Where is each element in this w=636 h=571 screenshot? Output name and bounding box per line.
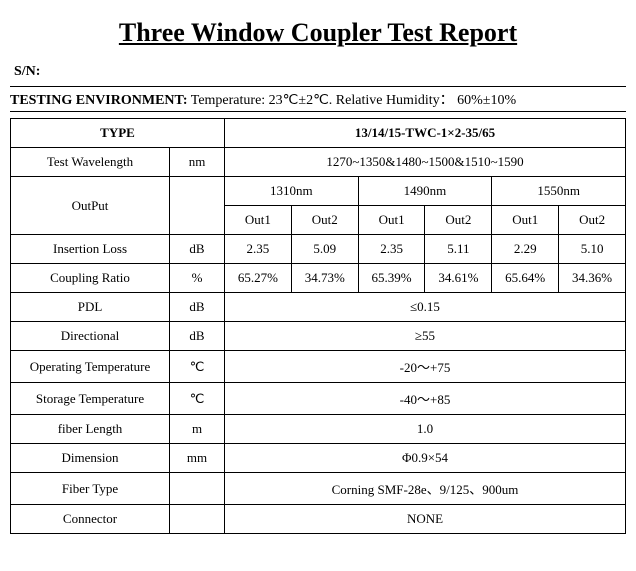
ftype-value: Corning SMF-28e、9/125、900um (225, 473, 626, 505)
dir-label: Directional (11, 322, 170, 351)
report-title: Three Window Coupler Test Report (10, 18, 626, 48)
out-5: Out2 (559, 206, 626, 235)
wavelength-unit: nm (170, 148, 225, 177)
cr-4: 65.64% (492, 264, 559, 293)
cr-label: Coupling Ratio (11, 264, 170, 293)
cr-3: 34.61% (425, 264, 492, 293)
il-2: 2.35 (358, 235, 425, 264)
output-wl-1: 1490nm (358, 177, 492, 206)
test-report-table: TYPE 13/14/15-TWC-1×2-35/65 Test Wavelen… (10, 118, 626, 534)
flen-unit: m (170, 415, 225, 444)
il-unit: dB (170, 235, 225, 264)
fiber-type-row: Fiber Type Corning SMF-28e、9/125、900um (11, 473, 626, 505)
sttemp-unit: ℃ (170, 383, 225, 415)
pdl-label: PDL (11, 293, 170, 322)
op-temp-row: Operating Temperature ℃ -20～+75 (11, 351, 626, 383)
il-5: 5.10 (559, 235, 626, 264)
dim-unit: mm (170, 444, 225, 473)
insertion-loss-row: Insertion Loss dB 2.35 5.09 2.35 5.11 2.… (11, 235, 626, 264)
dim-label: Dimension (11, 444, 170, 473)
type-row: TYPE 13/14/15-TWC-1×2-35/65 (11, 119, 626, 148)
pdl-value: ≤0.15 (225, 293, 626, 322)
type-header: TYPE (11, 119, 225, 148)
conn-unit (170, 505, 225, 534)
st-temp-row: Storage Temperature ℃ -40～+85 (11, 383, 626, 415)
pdl-unit: dB (170, 293, 225, 322)
sttemp-value: -40～+85 (225, 383, 626, 415)
env-text: Temperature: 23℃±2℃. Relative Humidity： … (191, 93, 516, 108)
optemp-unit: ℃ (170, 351, 225, 383)
dir-value: ≥55 (225, 322, 626, 351)
il-0: 2.35 (225, 235, 292, 264)
cr-5: 34.36% (559, 264, 626, 293)
cr-unit: % (170, 264, 225, 293)
dim-value: Φ0.9×54 (225, 444, 626, 473)
dir-unit: dB (170, 322, 225, 351)
il-3: 5.11 (425, 235, 492, 264)
il-4: 2.29 (492, 235, 559, 264)
cr-2: 65.39% (358, 264, 425, 293)
conn-value: NONE (225, 505, 626, 534)
output-unit (170, 177, 225, 235)
flen-label: fiber Length (11, 415, 170, 444)
wavelength-row: Test Wavelength nm 1270~1350&1480~1500&1… (11, 148, 626, 177)
type-value: 13/14/15-TWC-1×2-35/65 (225, 119, 626, 148)
output-wl-2: 1550nm (492, 177, 626, 206)
cr-0: 65.27% (225, 264, 292, 293)
output-wl-row: OutPut 1310nm 1490nm 1550nm (11, 177, 626, 206)
wavelength-label: Test Wavelength (11, 148, 170, 177)
env-label: TESTING ENVIRONMENT: (10, 93, 188, 108)
flen-value: 1.0 (225, 415, 626, 444)
cr-1: 34.73% (291, 264, 358, 293)
il-label: Insertion Loss (11, 235, 170, 264)
output-label: OutPut (11, 177, 170, 235)
serial-number-label: S/N: (10, 64, 626, 80)
testing-environment: TESTING ENVIRONMENT: Temperature: 23℃±2℃… (10, 86, 626, 112)
fiber-len-row: fiber Length m 1.0 (11, 415, 626, 444)
out-1: Out2 (291, 206, 358, 235)
wavelength-value: 1270~1350&1480~1500&1510~1590 (225, 148, 626, 177)
out-3: Out2 (425, 206, 492, 235)
ftype-label: Fiber Type (11, 473, 170, 505)
out-2: Out1 (358, 206, 425, 235)
connector-row: Connector NONE (11, 505, 626, 534)
optemp-label: Operating Temperature (11, 351, 170, 383)
out-0: Out1 (225, 206, 292, 235)
ftype-unit (170, 473, 225, 505)
optemp-value: -20～+75 (225, 351, 626, 383)
coupling-ratio-row: Coupling Ratio % 65.27% 34.73% 65.39% 34… (11, 264, 626, 293)
output-wl-0: 1310nm (225, 177, 359, 206)
out-4: Out1 (492, 206, 559, 235)
directional-row: Directional dB ≥55 (11, 322, 626, 351)
conn-label: Connector (11, 505, 170, 534)
sttemp-label: Storage Temperature (11, 383, 170, 415)
pdl-row: PDL dB ≤0.15 (11, 293, 626, 322)
dimension-row: Dimension mm Φ0.9×54 (11, 444, 626, 473)
il-1: 5.09 (291, 235, 358, 264)
